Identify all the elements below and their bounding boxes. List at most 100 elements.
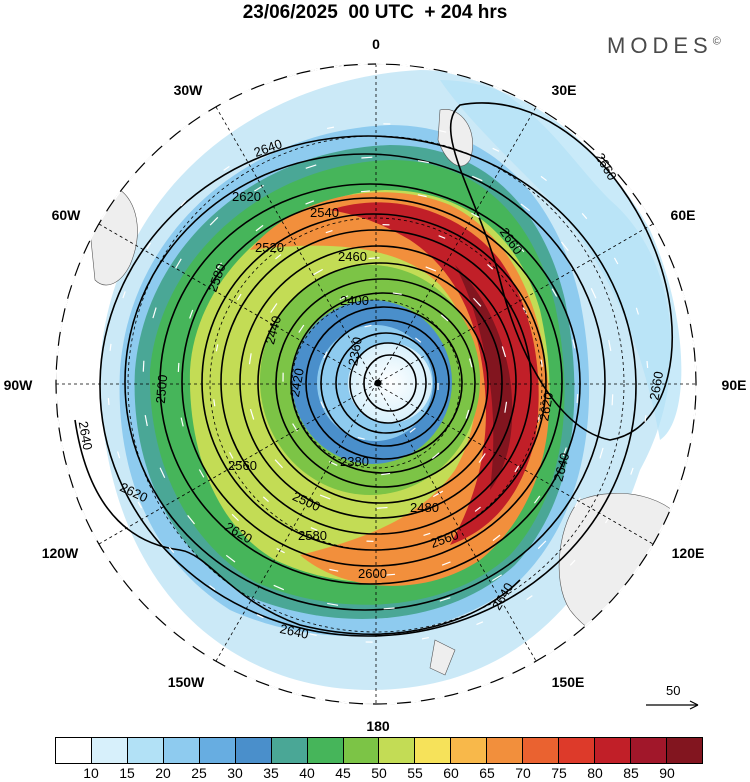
wind-vector <box>329 568 339 572</box>
wind-vector <box>310 527 318 531</box>
contour-label-2580-s: 2580 <box>298 528 327 543</box>
colorbar-ticks: 10 15 20 25 30 35 40 45 50 55 60 65 70 75 80 85 90 <box>55 765 703 782</box>
wind-vector <box>177 362 180 372</box>
wind-vector <box>215 344 219 352</box>
contour-2420 <box>320 319 450 447</box>
wind-vector <box>180 200 187 207</box>
colorbar-tick-label: 85 <box>623 765 639 781</box>
lon-label-90e: 90E <box>722 377 747 393</box>
wind-vector <box>474 506 481 512</box>
colorbar-tick-label: 90 <box>659 765 675 781</box>
wind-vector <box>273 584 285 591</box>
lon-label-150e: 150E <box>552 674 585 690</box>
wind-vector <box>417 160 429 164</box>
wind-vector <box>439 597 451 602</box>
contour-label-2640-s: 2640 <box>279 621 310 642</box>
lon-label-30w: 30W <box>174 82 204 98</box>
wind-vector <box>471 212 480 218</box>
wind-vector <box>386 573 396 576</box>
colorbar-tick-label: 40 <box>299 765 315 781</box>
wind-vector <box>305 200 315 205</box>
wind-vector <box>312 268 324 276</box>
colorbar-tick-label: 60 <box>443 765 459 781</box>
wind-vector <box>417 194 427 198</box>
colorbar-swatch-6 <box>271 738 308 763</box>
wind-vector <box>368 257 380 260</box>
wind-vector <box>576 394 579 404</box>
wind-vector <box>255 224 264 232</box>
wind-vector <box>599 447 604 459</box>
wind-vector <box>309 633 317 637</box>
wind-vector <box>298 324 305 333</box>
wind-vector <box>323 351 328 359</box>
contour-2520 <box>239 245 517 519</box>
wind-vector <box>468 358 473 368</box>
wind-vector <box>613 257 619 265</box>
wind-vector <box>409 427 416 433</box>
wind-vector <box>440 314 449 322</box>
colorbar-swatch-13 <box>523 738 560 763</box>
wind-vector <box>392 292 402 295</box>
wind-vector <box>146 242 152 250</box>
contour-label-2560-sw: 2560 <box>228 458 257 473</box>
wind-vector <box>572 339 576 349</box>
wind-vector <box>608 339 612 351</box>
wind-vector <box>248 353 252 365</box>
lon-label-120w: 120W <box>42 545 79 561</box>
wind-vector <box>262 496 269 502</box>
wind-vector <box>635 307 639 315</box>
colorbar-swatch-7 <box>307 738 344 763</box>
contour-label-2540: 2540 <box>310 205 339 220</box>
contour-label-2440: 2440 <box>262 314 284 346</box>
south-pole-marker <box>374 379 382 387</box>
colorbar-tick-label: 80 <box>587 765 603 781</box>
wind-vector <box>492 534 501 542</box>
colorbar-swatch-5 <box>235 738 272 763</box>
colorbar-tick-label: 45 <box>335 765 351 781</box>
lon-label-60e: 60E <box>671 207 696 223</box>
wind-vector <box>360 190 370 193</box>
colorbar-tick-label: 70 <box>515 765 531 781</box>
wind-vector <box>432 490 444 498</box>
colorbar-tick-label: 20 <box>155 765 171 781</box>
lon-label-0: 0 <box>372 36 380 52</box>
contour-label-2380: 2380 <box>340 454 369 469</box>
colorbar-swatch-12 <box>487 738 524 763</box>
contour-2440 <box>305 306 463 460</box>
contour-2400 <box>335 332 437 434</box>
wind-shade-band-90 <box>455 265 513 490</box>
wind-vector <box>256 614 264 619</box>
wind-vector <box>644 415 647 423</box>
colorbar-tick-label: 55 <box>407 765 423 781</box>
colorbar-swatch-15 <box>595 738 631 763</box>
wind-vector <box>383 607 395 610</box>
colorbar-tick-label: 65 <box>479 765 495 781</box>
wind-vector <box>581 213 588 220</box>
wind-vector <box>630 467 634 475</box>
wind-reference-value: 50 <box>666 683 681 698</box>
wind-vector <box>376 506 388 509</box>
colorbar-tick-label: 10 <box>83 765 99 781</box>
contour-label-2620-nw: 2620 <box>232 189 261 204</box>
wind-vector <box>209 584 216 591</box>
colorbar-swatch-11 <box>451 738 488 763</box>
wind-vector <box>159 467 166 478</box>
wind-vector <box>215 262 223 271</box>
wind-vector <box>574 497 581 508</box>
wind-vector <box>425 266 437 272</box>
wind-vector <box>320 401 325 409</box>
latitude-circle-outer <box>127 135 625 633</box>
wind-vector <box>175 258 182 269</box>
wind-vector <box>504 401 508 413</box>
wind-vector <box>501 346 507 358</box>
colorbar-tick-label: 75 <box>551 765 567 781</box>
wind-vector <box>561 241 569 251</box>
wind-vector <box>421 636 430 640</box>
contour-label-2620-e: 2620 <box>536 391 556 422</box>
wind-vector <box>223 165 230 171</box>
contour-2360 <box>363 354 417 412</box>
south-america-land <box>89 189 138 286</box>
wind-reference-arrow <box>646 700 699 710</box>
lon-label-60w: 60W <box>52 207 82 223</box>
wind-vector <box>144 415 148 427</box>
